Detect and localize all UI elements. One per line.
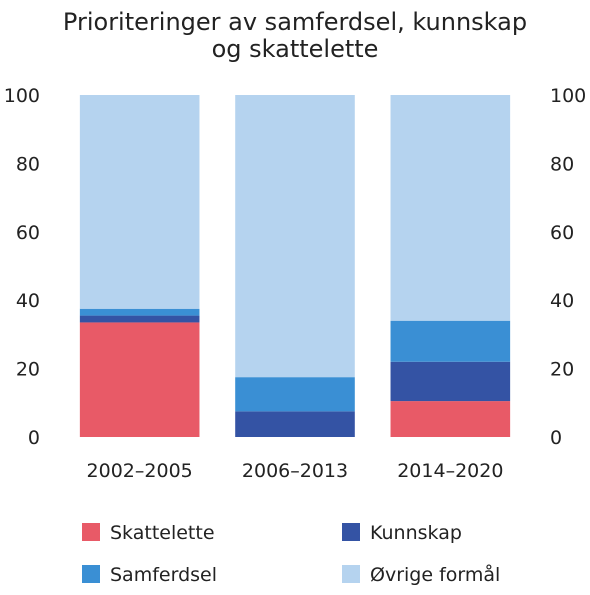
legend-swatch <box>342 565 360 583</box>
bar-segment <box>235 95 355 378</box>
bar-segment <box>235 377 355 412</box>
bar-segment <box>390 361 511 402</box>
x-tick-label: 2006–2013 <box>242 460 348 482</box>
right-y-axis: 0 20 40 60 80 100 <box>550 85 586 449</box>
x-tick-label: 2002–2005 <box>87 460 193 482</box>
bar-segment <box>390 401 511 437</box>
y-tick-left-label: 80 <box>16 153 40 175</box>
y-tick-left-label: 100 <box>4 85 40 107</box>
chart-title-line-2: og skattelette <box>212 35 379 63</box>
y-tick-right-label: 20 <box>550 359 574 381</box>
bar-segment <box>390 320 511 362</box>
legend-item: Øvrige formål <box>342 563 500 586</box>
y-tick-right-label: 0 <box>550 427 562 449</box>
bar-segment <box>79 95 200 309</box>
legend: Skattelette Kunnskap Samferdsel Øvrige form… <box>82 522 500 586</box>
left-y-axis: 0 20 40 60 80 100 <box>4 85 40 449</box>
x-tick-label: 2014–2020 <box>397 460 503 482</box>
y-tick-right-label: 40 <box>550 290 574 312</box>
chart-title: Prioriteringer av samferdsel, kunnskap o… <box>63 8 527 63</box>
legend-swatch <box>82 523 100 541</box>
y-tick-left-label: 40 <box>16 290 40 312</box>
y-tick-left-label: 60 <box>16 222 40 244</box>
legend-swatch <box>342 523 360 541</box>
bar-segment <box>79 322 200 437</box>
y-tick-right-label: 80 <box>550 153 574 175</box>
legend-item: Samferdsel <box>82 564 217 586</box>
bar-segment <box>235 411 355 437</box>
bar-stack <box>235 95 355 437</box>
x-axis: 2002–2005 2006–2013 2014–2020 <box>87 460 504 482</box>
y-tick-left-label: 20 <box>16 359 40 381</box>
bar-segment <box>79 315 200 323</box>
bars <box>79 95 511 437</box>
legend-label: Øvrige formål <box>370 563 500 586</box>
y-tick-right-label: 60 <box>550 222 574 244</box>
chart-title-line-1: Prioriteringer av samferdsel, kunnskap <box>63 8 527 36</box>
legend-item: Skattelette <box>82 522 215 544</box>
y-tick-right-label: 100 <box>550 85 586 107</box>
bar-segment <box>390 95 511 321</box>
bar-stack <box>79 95 200 437</box>
legend-label: Skattelette <box>110 522 215 544</box>
bar-stack <box>390 95 511 437</box>
legend-label: Samferdsel <box>110 564 217 586</box>
y-tick-left-label: 0 <box>28 427 40 449</box>
legend-label: Kunnskap <box>370 522 462 544</box>
legend-item: Kunnskap <box>342 522 462 544</box>
bar-segment <box>79 308 200 316</box>
legend-swatch <box>82 565 100 583</box>
